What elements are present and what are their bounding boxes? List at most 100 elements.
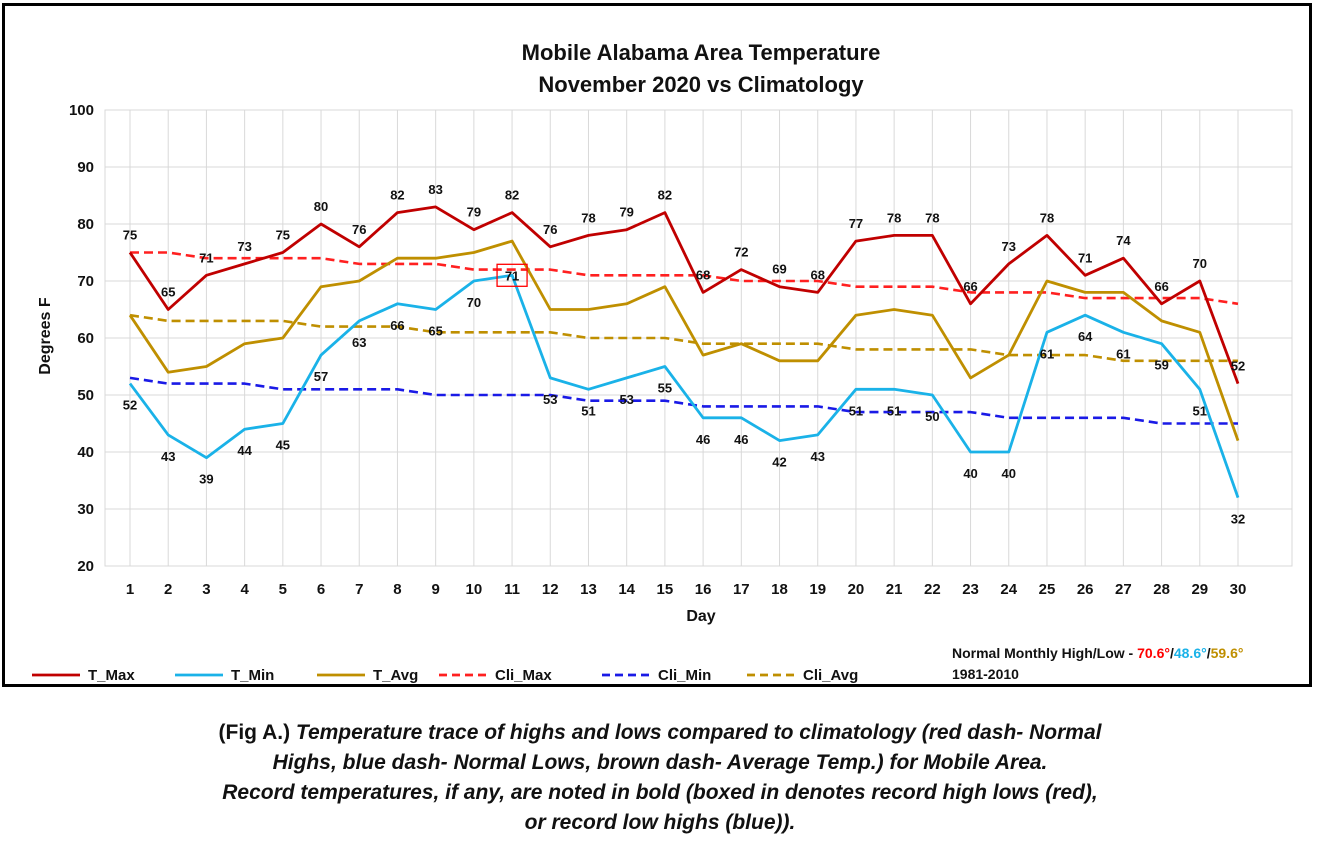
x-tick-label: 22: [924, 581, 941, 598]
x-tick-label: 1: [126, 581, 134, 598]
data-label-t-max: 68: [810, 267, 824, 282]
data-label-t-max: 74: [1116, 233, 1131, 248]
data-label-t-min: 43: [161, 449, 175, 464]
y-tick-label: 40: [77, 444, 94, 461]
data-label-t-min: 50: [925, 409, 939, 424]
data-label-t-min: 64: [1078, 329, 1093, 344]
data-label-t-min: 32: [1231, 512, 1245, 527]
data-label-t-max: 75: [276, 228, 290, 243]
y-tick-label: 100: [69, 102, 94, 119]
data-label-t-max: 82: [505, 188, 519, 203]
y-tick-label: 20: [77, 558, 94, 575]
data-label-t-min: 63: [352, 335, 366, 350]
x-tick-label: 23: [962, 581, 979, 598]
data-label-t-max: 52: [1231, 359, 1245, 374]
x-tick-label: 17: [733, 581, 750, 598]
data-label-t-max: 70: [1193, 256, 1207, 271]
x-tick-label: 16: [695, 581, 712, 598]
caption-line-3: Record temperatures, if any, are noted i…: [222, 781, 1098, 804]
data-label-t-min: 51: [1193, 403, 1207, 418]
data-label-t-max: 78: [925, 210, 939, 225]
y-tick-label: 90: [77, 159, 94, 176]
data-label-t-min: 46: [734, 432, 748, 447]
data-label-t-max: 77: [849, 216, 863, 231]
data-label-t-min: 43: [810, 449, 824, 464]
series-line-cli-max: [130, 251, 1239, 306]
x-tick-label: 24: [1000, 581, 1017, 598]
x-tick-label: 30: [1230, 581, 1247, 598]
y-tick-label: 50: [77, 387, 94, 404]
normal-low-value: 48.6°: [1174, 645, 1207, 661]
caption-line-1: (Fig A.) Temperature trace of highs and …: [0, 718, 1320, 748]
series-line-t-avg: [128, 239, 1240, 442]
data-label-t-max: 78: [887, 210, 901, 225]
data-label-t-max: 79: [619, 205, 633, 220]
data-label-t-max: 80: [314, 199, 328, 214]
data-label-t-min: 44: [237, 443, 252, 458]
data-label-t-min: 39: [199, 472, 213, 487]
caption-prefix: (Fig A.): [218, 721, 296, 744]
x-tick-label: 4: [240, 581, 249, 598]
data-label-t-max: 76: [352, 222, 366, 237]
x-tick-label: 14: [618, 581, 635, 598]
chart-title: Mobile Alabama Area Temperature: [522, 40, 881, 65]
data-label-t-min: 53: [543, 392, 557, 407]
caption-line-2: Highs, blue dash- Normal Lows, brown das…: [272, 751, 1048, 774]
data-label-t-min: 53: [619, 392, 633, 407]
data-label-t-min: 51: [887, 403, 901, 418]
data-label-t-min: 51: [581, 403, 595, 418]
data-label-t-max: 71: [199, 250, 213, 265]
legend-label-cli-max: Cli_Max: [495, 667, 552, 684]
y-tick-label: 70: [77, 273, 94, 290]
x-tick-label: 26: [1077, 581, 1094, 598]
normals-period: 1981-2010: [952, 666, 1019, 682]
data-label-t-max: 78: [1040, 210, 1054, 225]
x-tick-label: 6: [317, 581, 325, 598]
data-label-t-max: 66: [963, 279, 977, 294]
legend-label-t-max: T_Max: [88, 667, 135, 684]
legend-label-cli-min: Cli_Min: [658, 667, 711, 684]
legend-label-t-avg: T_Avg: [373, 667, 418, 684]
data-label-t-max: 79: [467, 205, 481, 220]
normal-high-value: 70.6°: [1137, 645, 1170, 661]
x-tick-label: 8: [393, 581, 401, 598]
series-line-cli-min: [129, 376, 1238, 425]
data-label-t-min: 46: [696, 432, 710, 447]
data-label-t-max: 71: [1078, 250, 1092, 265]
data-label-t-max: 73: [237, 239, 251, 254]
legend-label-cli-avg: Cli_Avg: [803, 667, 858, 684]
data-label-t-max: 83: [428, 182, 442, 197]
x-tick-label: 25: [1039, 581, 1056, 598]
x-tick-label: 20: [848, 581, 865, 598]
x-tick-label: 2: [164, 581, 172, 598]
caption-text-1: Temperature trace of highs and lows comp…: [295, 721, 1102, 744]
normals-note: Normal Monthly High/Low - 70.6°/48.6°/59…: [952, 645, 1243, 661]
data-label-t-min: 59: [1154, 358, 1168, 373]
x-tick-label: 29: [1191, 581, 1208, 598]
data-label-t-max: 68: [696, 267, 710, 282]
x-tick-label: 10: [466, 581, 483, 598]
data-label-t-min: 51: [849, 403, 863, 418]
chart-subtitle: November 2020 vs Climatology: [538, 72, 864, 97]
series-line-cli-avg: [129, 313, 1238, 363]
x-tick-label: 21: [886, 581, 903, 598]
data-label-t-min: 40: [963, 466, 977, 481]
data-label-t-max: 76: [543, 222, 557, 237]
data-label-t-min: 65: [428, 324, 442, 339]
chart-frame: Mobile Alabama Area Temperature November…: [2, 3, 1312, 687]
x-tick-label: 9: [431, 581, 439, 598]
data-label-t-min: 52: [123, 398, 137, 413]
legend-label-t-min: T_Min: [231, 667, 274, 684]
data-label-t-min: 71: [505, 268, 519, 283]
series-line-t-min: [128, 273, 1240, 499]
series-line-t-max: [128, 205, 1240, 385]
x-tick-label: 11: [504, 581, 520, 598]
y-axis-title: Degrees F: [37, 297, 54, 375]
figure-caption: (Fig A.) Temperature trace of highs and …: [0, 718, 1320, 838]
data-label-t-max: 65: [161, 285, 175, 300]
y-tick-label: 80: [77, 216, 94, 233]
x-tick-label: 28: [1153, 581, 1170, 598]
data-label-t-min: 61: [1116, 346, 1130, 361]
data-label-t-min: 42: [772, 455, 786, 470]
data-label-t-max: 82: [390, 188, 404, 203]
